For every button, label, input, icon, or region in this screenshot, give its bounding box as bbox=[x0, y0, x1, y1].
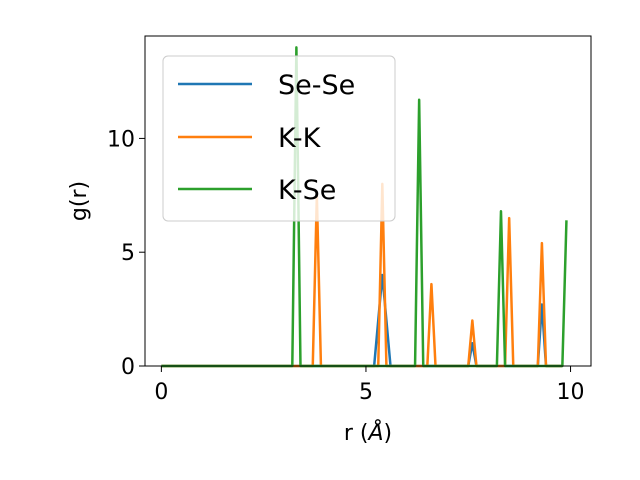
legend: Se-Se K-K K-Se bbox=[162, 55, 396, 222]
legend-label-k-se: K-Se bbox=[278, 175, 336, 206]
y-tick-label: 0 bbox=[121, 355, 135, 380]
y-tick-label: 10 bbox=[107, 127, 135, 152]
plot-frame bbox=[144, 35, 592, 367]
x-axis-label: r (Å) bbox=[344, 419, 392, 446]
x-tick-label: 5 bbox=[359, 380, 373, 405]
legend-label-k-k: K-K bbox=[278, 123, 322, 154]
legend-label-se-se: Se-Se bbox=[278, 70, 355, 101]
legend-box bbox=[162, 55, 396, 222]
y-axis-label: g(r) bbox=[67, 181, 92, 221]
x-tick-label: 10 bbox=[557, 380, 585, 405]
x-tick-label: 0 bbox=[154, 380, 168, 405]
axis-ticks: 0 5 10 0 5 10 bbox=[107, 127, 585, 405]
y-tick-label: 5 bbox=[121, 241, 135, 266]
